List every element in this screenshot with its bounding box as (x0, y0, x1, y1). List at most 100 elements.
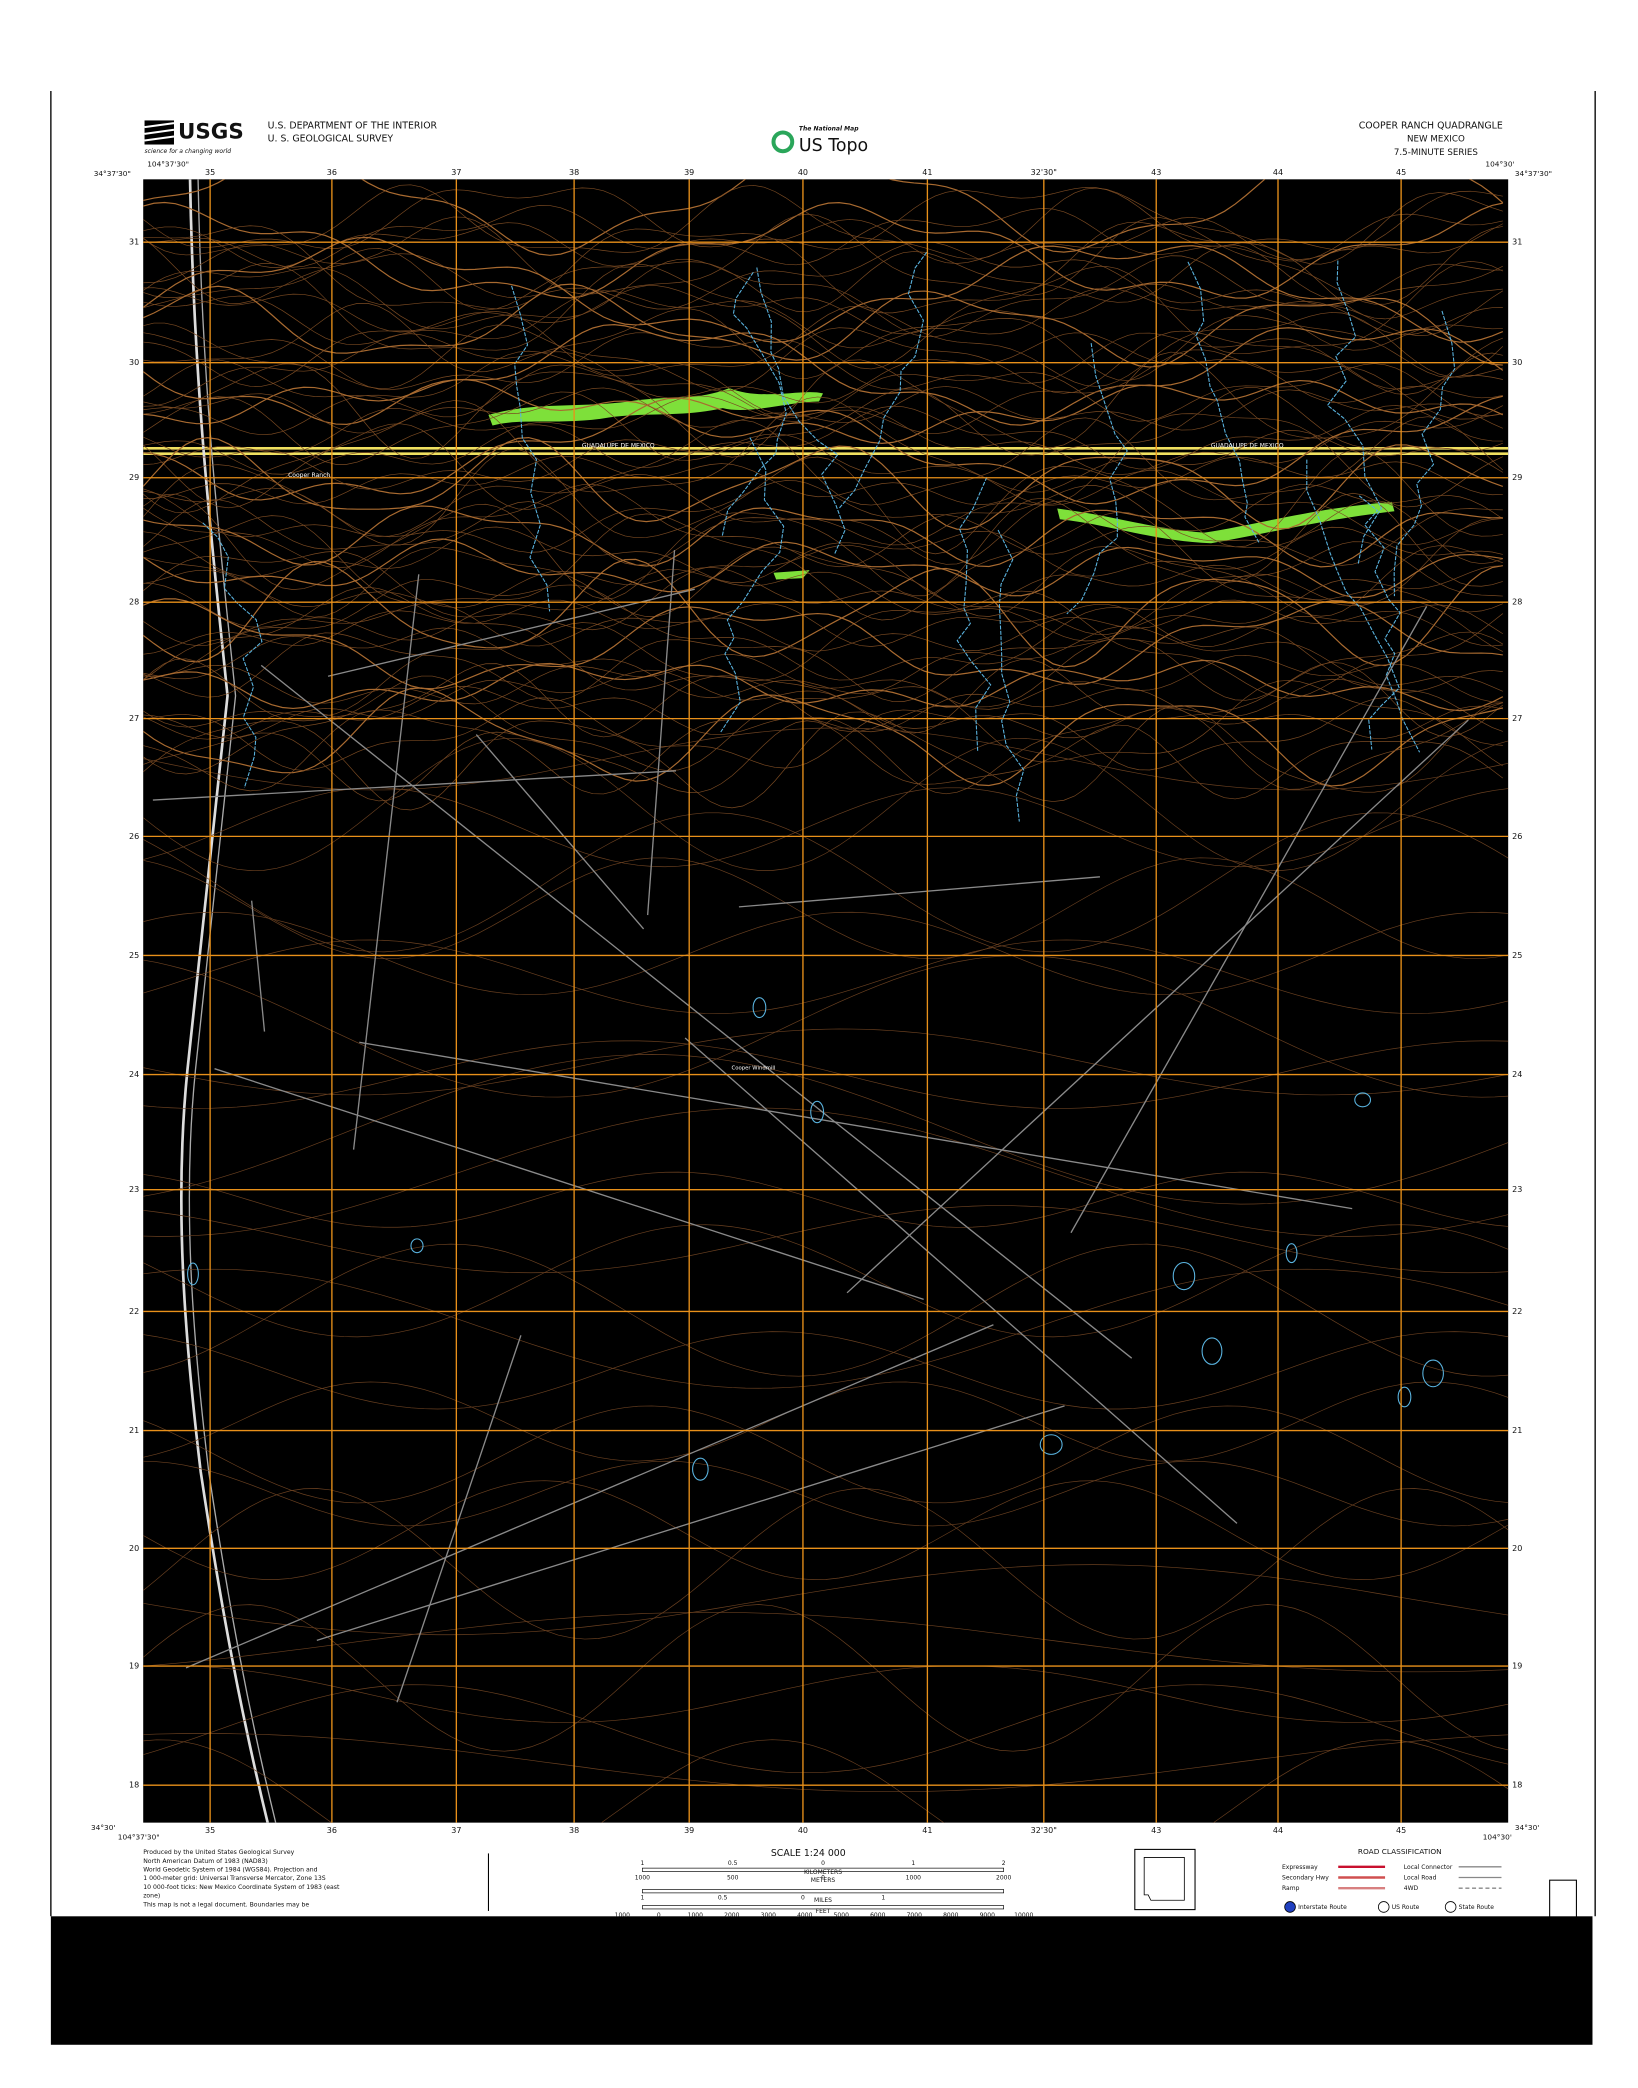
contour-line (143, 1604, 1509, 1752)
grid-label: 40 (798, 1826, 808, 1835)
contour-line (143, 216, 1503, 268)
contour-line (143, 654, 1503, 710)
scale-label: 6000 (870, 1912, 885, 1919)
credit-line: World Geodetic System of 1984 (WGS84). P… (143, 1866, 317, 1873)
contour-line (143, 1040, 1509, 1109)
grid-label: 29 (1512, 473, 1522, 482)
logo: USGS (178, 119, 244, 144)
contour-line (143, 538, 1503, 598)
contour-line (143, 1405, 1509, 1504)
stock-tank (1172, 1261, 1196, 1291)
scale-label: 0 (657, 1912, 661, 1919)
road (738, 876, 1100, 908)
road (846, 719, 1469, 1294)
grid-label: 43 (1151, 168, 1161, 177)
road (250, 900, 266, 1032)
contour-line (143, 911, 1509, 996)
stock-tank (410, 1238, 424, 1254)
road (260, 664, 1133, 1359)
contour-line (143, 720, 1504, 802)
legend-item: Expressway (1282, 1864, 1318, 1871)
road (185, 1324, 994, 1669)
contour-line (143, 386, 1503, 434)
contour-line (143, 526, 1503, 583)
grid-label: 18 (129, 1781, 139, 1790)
contour-line (143, 469, 1503, 546)
scale-label: 8000 (943, 1912, 958, 1919)
stream (1306, 459, 1400, 750)
grid-label: 30 (129, 358, 139, 367)
contour-line (143, 955, 1509, 1098)
stream (997, 529, 1025, 822)
grid-label: 36 (327, 168, 337, 177)
grid-label: 22 (1512, 1307, 1522, 1316)
contour-line (143, 1243, 1509, 1377)
grid (143, 179, 1509, 1823)
wooded-area (488, 388, 824, 426)
contour-line (143, 405, 1503, 470)
contour-line (143, 1665, 1509, 1723)
labels: USGS science for a changing world U.S. DEP… (91, 119, 1552, 1918)
stream (756, 267, 846, 555)
contour-line (143, 378, 1504, 444)
quadrangle-name: COOPER RANCH QUADRANGLE (1359, 120, 1503, 131)
grid-label: 31 (1512, 238, 1522, 247)
stream (720, 437, 785, 733)
contour-line (143, 558, 1503, 668)
grid-label: 40 (798, 168, 808, 177)
scale-bar (642, 1889, 1005, 1894)
grid-label: 45 (1396, 168, 1406, 177)
national-map: The National Map (799, 124, 859, 132)
scale-label: 1 (640, 1895, 644, 1902)
contour-line (143, 1733, 1509, 1793)
contour-line (143, 702, 1503, 795)
contour-line (143, 499, 1503, 566)
legend-item: Local Road (1404, 1875, 1437, 1882)
scale-label: 1000 (906, 1875, 921, 1882)
scale-unit: FEET (816, 1908, 831, 1915)
stock-tank (1354, 1092, 1372, 1108)
contour-line (143, 1224, 1509, 1338)
contour-line (143, 1268, 1509, 1389)
scale-label: 5000 (834, 1912, 849, 1919)
contour-line (143, 395, 1503, 505)
logo-stripes (144, 122, 175, 142)
contour-line (143, 213, 1503, 305)
place-label: Cooper Windmill (731, 1065, 775, 1071)
grid-label: 21 (129, 1426, 139, 1435)
grid-label: 18 (1512, 1781, 1522, 1790)
contour-line (143, 1205, 1509, 1274)
road (396, 1335, 522, 1703)
scale-bar (642, 1867, 1005, 1872)
grid-label: 21 (1512, 1426, 1522, 1435)
grid-label: 32'30" (1031, 1826, 1057, 1835)
grid-label: 24 (129, 1070, 139, 1079)
road (316, 1405, 1065, 1642)
contour-line (143, 622, 1503, 732)
contour-line (143, 236, 1504, 343)
scale-label: 4000 (797, 1912, 812, 1919)
contour-line (143, 351, 1503, 459)
scale-label: 1 (911, 1860, 915, 1867)
grid-label: 24 (1512, 1070, 1522, 1079)
scale-unit: METERS (811, 1877, 836, 1884)
contour-line (143, 939, 1509, 1014)
scale-label: 500 (727, 1875, 739, 1882)
contour-line (143, 283, 1503, 368)
stock-tank (187, 1262, 199, 1286)
contour-line (143, 1460, 1509, 1527)
legend-title: ROAD CLASSIFICATION (1358, 1847, 1442, 1856)
scale-label: 7000 (907, 1912, 922, 1919)
corner-lon: 104°37'30" (118, 1832, 160, 1841)
corner-lon: 104°30' (1483, 1832, 1512, 1841)
stream (721, 271, 787, 537)
road (646, 550, 676, 916)
grid-label: 20 (129, 1544, 139, 1553)
highway (188, 179, 277, 1823)
stock-tank (692, 1457, 709, 1481)
agency-line: U. S. GEOLOGICAL SURVEY (268, 134, 394, 145)
location-inset (1134, 1848, 1196, 1911)
scale-label: 1 (640, 1860, 644, 1867)
stream (202, 522, 263, 788)
